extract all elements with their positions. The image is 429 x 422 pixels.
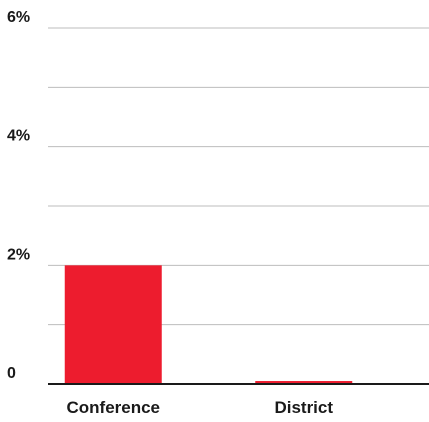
- y-axis-tick-labels: 0 2% 4% 6%: [7, 9, 30, 382]
- y-tick-label: 4%: [7, 128, 30, 145]
- bars: [64, 265, 353, 384]
- x-tick-label: District: [274, 398, 333, 417]
- bar-conference: [64, 265, 162, 384]
- x-tick-label: Conference: [66, 398, 160, 417]
- y-tick-label: 2%: [7, 246, 30, 263]
- x-axis-category-labels: Conference District: [66, 398, 333, 417]
- bar-district: [255, 381, 353, 384]
- y-tick-label: 0: [7, 365, 16, 382]
- y-tick-label: 6%: [7, 9, 30, 26]
